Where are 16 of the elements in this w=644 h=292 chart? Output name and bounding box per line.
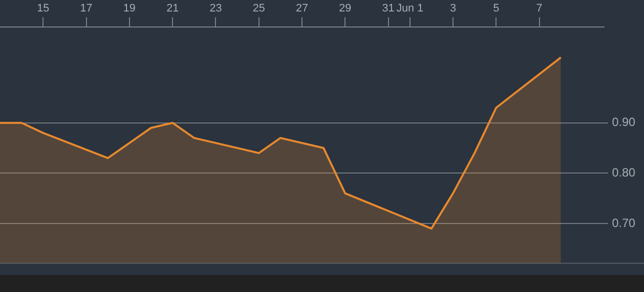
x-tick-label: 3 <box>450 2 456 15</box>
x-tick-label: 23 <box>210 2 222 15</box>
x-tick-label: 5 <box>493 2 500 15</box>
x-tick-label: 25 <box>252 2 265 15</box>
y-tick-label: 0.90 <box>612 115 636 130</box>
x-tick-label: 27 <box>296 2 308 15</box>
x-tick-label: 19 <box>123 2 136 15</box>
x-tick-label: 21 <box>166 2 179 15</box>
x-tick-label: 17 <box>80 2 92 15</box>
x-tick-label: 29 <box>339 2 352 15</box>
x-tick-label: 15 <box>37 2 50 15</box>
y-tick-label: 0.70 <box>612 216 636 230</box>
x-tick-label: Jun 1 <box>396 2 424 15</box>
x-tick-label: 7 <box>536 2 542 15</box>
x-tick-label: 31 <box>382 2 394 15</box>
y-tick-label: 0.80 <box>612 166 636 180</box>
